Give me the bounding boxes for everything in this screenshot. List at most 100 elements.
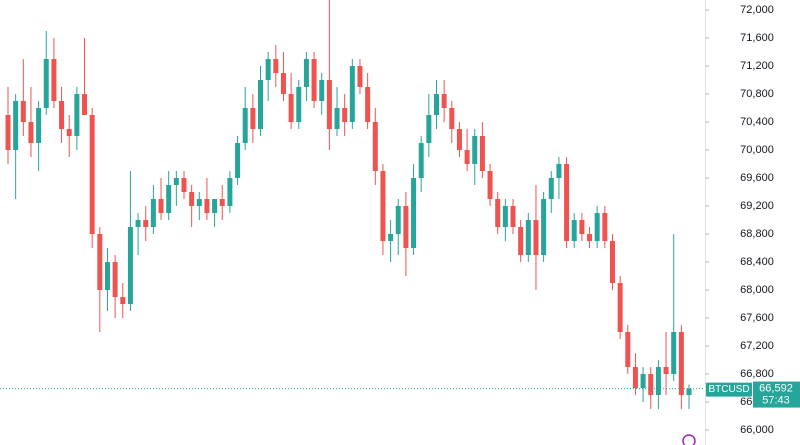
y-tick-label: 70,800 [740, 88, 774, 100]
y-tick-label: 68,400 [740, 256, 774, 268]
candle-body [418, 143, 424, 179]
last-price-label: 66,592 [759, 382, 793, 394]
candle-body [212, 199, 218, 214]
candle-body [548, 178, 554, 200]
candle-body [82, 94, 88, 116]
candle-body [120, 297, 126, 305]
candle-body [181, 178, 187, 193]
candle-body [632, 367, 638, 389]
candle-body [556, 164, 562, 179]
candle-body [204, 199, 210, 214]
candle-body [602, 213, 608, 242]
candle-body [250, 108, 256, 130]
candle-body [296, 87, 302, 123]
candle-body [242, 108, 248, 144]
candle-body [36, 108, 42, 144]
candle-body [319, 80, 325, 102]
candle-body [235, 143, 241, 179]
candle-body [518, 227, 524, 256]
y-tick-label: 67,600 [740, 312, 774, 324]
candle-body [564, 164, 570, 242]
candle-body [135, 220, 141, 228]
candle-body [104, 262, 110, 291]
candle-body [594, 213, 600, 242]
candle-body [166, 185, 172, 214]
candle-body [227, 178, 233, 207]
candle-body [403, 206, 409, 249]
y-tick-label: 72,000 [740, 4, 774, 16]
symbol-label: BTCUSD [708, 384, 749, 395]
candle-body [456, 129, 462, 151]
y-tick-label: 71,600 [740, 32, 774, 44]
y-tick-label: 70,000 [740, 144, 774, 156]
candle-body [143, 220, 149, 228]
candle-body [648, 374, 654, 396]
y-tick-label: 71,200 [740, 60, 774, 72]
candle-body [686, 388, 692, 396]
y-tick-label: 69,200 [740, 200, 774, 212]
symbol-box [706, 382, 752, 397]
candle-body [158, 199, 164, 214]
candle-body [495, 199, 501, 228]
candle-body [587, 234, 593, 242]
candle-body [43, 59, 49, 109]
y-tick-label: 67,200 [740, 340, 774, 352]
candle-body [395, 206, 401, 235]
candle-body [449, 108, 455, 130]
candle-body [640, 374, 646, 389]
candle-body [97, 234, 103, 291]
candle-body [5, 115, 11, 151]
candle-body [342, 108, 348, 123]
event-icon[interactable] [682, 434, 696, 445]
candle-body [150, 199, 156, 228]
candle-body [533, 220, 539, 256]
candle-body [441, 94, 447, 109]
candle-body [311, 59, 317, 102]
candle-body [625, 332, 631, 368]
candle-body [51, 59, 57, 102]
candle-body [89, 115, 95, 235]
candle-body [20, 101, 26, 123]
candle-body [265, 59, 271, 81]
price-box [753, 381, 800, 408]
candle-body [655, 367, 661, 396]
candle-body [617, 283, 623, 333]
y-tick-label: 68,800 [740, 228, 774, 240]
candle-body [219, 199, 225, 207]
candle-body [411, 178, 417, 249]
candle-body [28, 122, 34, 144]
candle-body [464, 150, 470, 165]
candle-body [196, 199, 202, 207]
candle-body [671, 332, 677, 375]
candle-body [112, 262, 118, 298]
candle-body [609, 241, 615, 284]
candle-body [66, 129, 72, 137]
candle-body [579, 220, 585, 235]
candle-body [433, 94, 439, 116]
candle-body [479, 136, 485, 172]
candle-body [173, 178, 179, 186]
y-tick-label: 66,000 [740, 424, 774, 436]
candle-body [326, 80, 332, 130]
countdown-label: 57:43 [762, 394, 790, 406]
candle-body [372, 122, 378, 172]
candle-body [349, 66, 355, 123]
candle-body [678, 332, 684, 396]
candle-body [541, 199, 547, 256]
y-tick-label: 69,600 [740, 172, 774, 184]
y-tick-label: 66,800 [740, 368, 774, 380]
candle-body [189, 192, 195, 207]
candle-body [273, 59, 279, 74]
candle-body [74, 94, 80, 137]
candle-body [380, 171, 386, 242]
candle-body [571, 220, 577, 242]
candle-body [472, 136, 478, 165]
candle-body [303, 59, 309, 88]
candle-body [502, 206, 508, 228]
y-tick-label: 68,000 [740, 284, 774, 296]
candle-body [127, 227, 133, 305]
candle-body [280, 73, 286, 95]
candle-body [334, 108, 340, 130]
candle-body [525, 220, 531, 256]
